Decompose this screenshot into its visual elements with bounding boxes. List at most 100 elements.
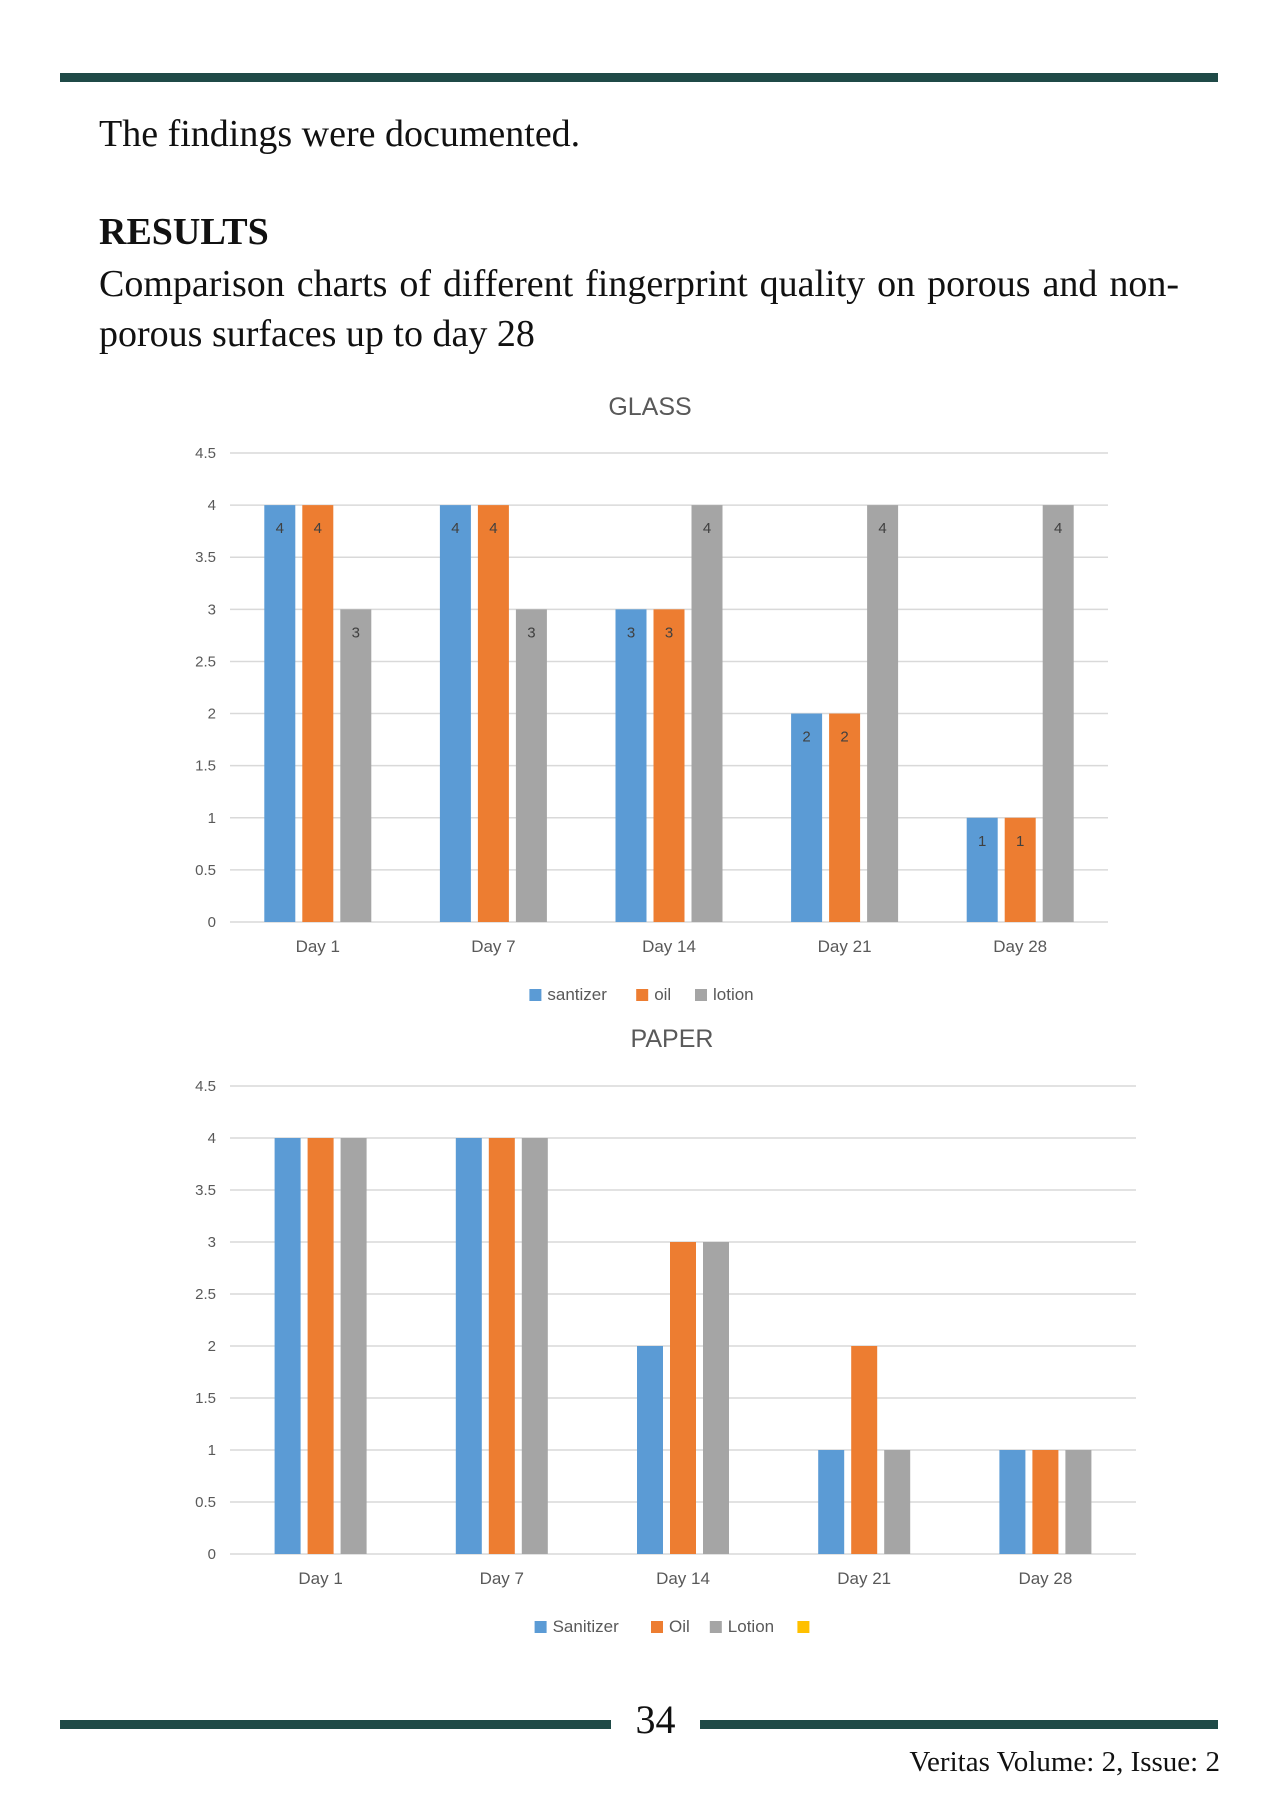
y-tick-label: 1.5 [195, 758, 216, 775]
y-tick-label: 1.5 [195, 1390, 216, 1407]
bar-oil-day1 [302, 505, 334, 922]
header-rule [60, 73, 1218, 82]
y-tick-label: 1 [208, 1442, 216, 1459]
x-tick-label: Day 7 [480, 1569, 524, 1588]
bar-oil-day28 [1032, 1450, 1059, 1554]
findings-text: The findings were documented. [99, 113, 581, 155]
footer-rule-left [60, 1720, 611, 1729]
data-label: 2 [840, 729, 848, 746]
y-tick-label: 4.5 [195, 445, 216, 462]
bar-sanitizer-day14 [637, 1346, 663, 1554]
chart-title: PAPER [631, 1025, 714, 1053]
bar-oil-day7 [477, 505, 509, 922]
legend-swatch [709, 1621, 722, 1633]
bar-sanitizer-day7 [455, 1138, 482, 1554]
results-heading: RESULTS [99, 211, 269, 253]
legend-label: lotion [713, 985, 754, 1004]
bar-oil-day21 [829, 713, 861, 922]
bar-santizer-day21 [791, 713, 823, 922]
bar-lotion-day7 [521, 1138, 548, 1554]
data-label: 4 [276, 520, 284, 537]
data-label: 4 [703, 520, 711, 537]
bar-sanitizer-day28 [999, 1450, 1026, 1554]
data-label: 2 [802, 729, 810, 746]
x-tick-label: Day 1 [298, 1569, 342, 1588]
chart-title: GLASS [608, 393, 691, 421]
bar-santizer-day28 [966, 817, 998, 922]
y-tick-label: 0.5 [195, 862, 216, 879]
bar-lotion-day1 [340, 1138, 367, 1554]
y-tick-label: 2 [208, 706, 216, 723]
footer-rule-right [700, 1720, 1218, 1729]
legend-swatch [529, 989, 542, 1001]
data-label: 3 [665, 624, 673, 641]
y-tick-label: 4 [208, 1130, 216, 1147]
journal-info: Veritas Volume: 2, Issue: 2 [909, 1746, 1220, 1778]
legend-label: Lotion [728, 1617, 774, 1636]
x-tick-label: Day 28 [993, 937, 1047, 956]
legend-swatch [797, 1621, 810, 1633]
bar-lotion-day14 [703, 1242, 729, 1554]
x-tick-label: Day 14 [642, 937, 696, 956]
y-tick-label: 1 [208, 810, 216, 827]
bar-oil-day28 [1004, 817, 1036, 922]
bar-lotion-day28 [1042, 505, 1074, 922]
y-tick-label: 3.5 [195, 549, 216, 566]
x-tick-label: Day 7 [471, 937, 515, 956]
bar-lotion-day7 [515, 609, 547, 922]
data-label: 3 [527, 624, 535, 641]
bar-lotion-day1 [340, 609, 372, 922]
data-label: 4 [878, 520, 886, 537]
x-tick-label: Day 21 [818, 937, 872, 956]
bar-sanitizer-day1 [274, 1138, 301, 1554]
data-label: 1 [1016, 833, 1024, 850]
y-tick-label: 0.5 [195, 1494, 216, 1511]
paper-chart: PAPER 0 0.5 1 1.5 2 2.5 3 3.5 4 4.5 Day 1 Day 7 Day 1… [195, 1025, 1136, 1636]
y-tick-label: 4.5 [195, 1078, 216, 1095]
legend-label: Oil [669, 1617, 690, 1636]
bar-oil-day7 [488, 1138, 515, 1554]
legend-swatch [534, 1621, 547, 1633]
legend-label: Sanitizer [553, 1617, 619, 1636]
bar-lotion-day14 [691, 505, 723, 922]
data-label: 3 [627, 624, 635, 641]
bar-santizer-day1 [264, 505, 296, 922]
bar-lotion-day21 [867, 505, 899, 922]
bar-lotion-day21 [884, 1450, 911, 1554]
x-tick-label: Day 14 [656, 1569, 710, 1588]
bar-santizer-day7 [439, 505, 471, 922]
data-label: 4 [451, 520, 459, 537]
x-tick-label: Day 1 [296, 937, 340, 956]
y-tick-label: 3 [208, 601, 216, 618]
bar-oil-day1 [307, 1138, 334, 1554]
legend-swatch [636, 989, 649, 1001]
bar-lotion-day28 [1065, 1450, 1092, 1554]
bar-sanitizer-day21 [818, 1450, 845, 1554]
legend-label: oil [654, 985, 671, 1004]
y-tick-label: 2.5 [195, 653, 216, 670]
legend-swatch [651, 1621, 663, 1633]
data-label: 4 [489, 520, 497, 537]
x-tick-label: Day 28 [1018, 1569, 1072, 1588]
y-tick-label: 2.5 [195, 1286, 216, 1303]
data-label: 4 [1054, 520, 1062, 537]
page-number: 34 [635, 1697, 676, 1742]
y-tick-label: 3.5 [195, 1182, 216, 1199]
data-label: 3 [352, 624, 360, 641]
bar-oil-day14 [653, 609, 685, 922]
y-tick-label: 0 [208, 914, 216, 931]
results-caption: Comparison charts of different fingerpri… [99, 263, 1179, 355]
y-tick-label: 0 [208, 1546, 216, 1563]
x-tick-label: Day 21 [837, 1569, 891, 1588]
bar-oil-day14 [670, 1242, 696, 1554]
y-tick-label: 3 [208, 1234, 216, 1251]
data-label: 4 [314, 520, 322, 537]
y-tick-label: 2 [208, 1338, 216, 1355]
bar-santizer-day14 [615, 609, 647, 922]
legend-swatch [695, 989, 707, 1001]
bar-oil-day21 [851, 1346, 878, 1554]
y-tick-label: 4 [208, 497, 216, 514]
legend-label: santizer [547, 985, 607, 1004]
data-label: 1 [978, 833, 986, 850]
